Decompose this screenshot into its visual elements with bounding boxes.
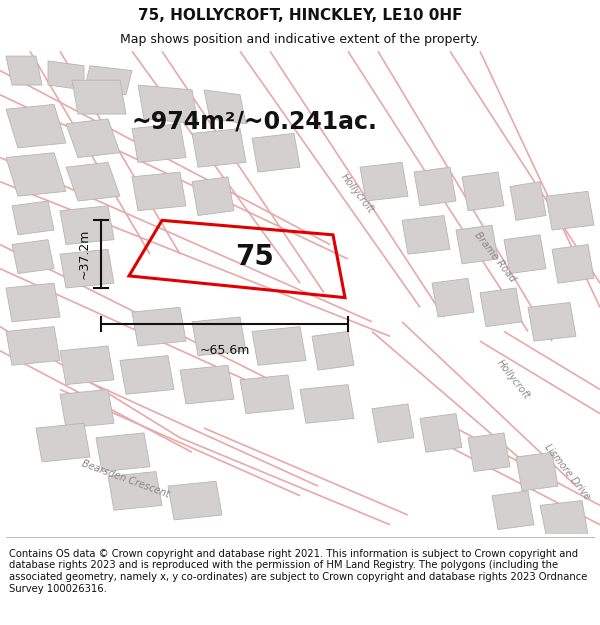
- Text: Map shows position and indicative extent of the property.: Map shows position and indicative extent…: [120, 34, 480, 46]
- Polygon shape: [60, 249, 114, 288]
- Polygon shape: [192, 129, 246, 168]
- Polygon shape: [300, 384, 354, 423]
- Polygon shape: [132, 172, 186, 211]
- Polygon shape: [6, 327, 60, 365]
- Text: Hollycroft: Hollycroft: [494, 358, 532, 401]
- Polygon shape: [180, 365, 234, 404]
- Text: 75, HOLLYCROFT, HINCKLEY, LE10 0HF: 75, HOLLYCROFT, HINCKLEY, LE10 0HF: [138, 8, 462, 23]
- Polygon shape: [420, 414, 462, 452]
- Polygon shape: [360, 162, 408, 201]
- Polygon shape: [6, 283, 60, 322]
- Polygon shape: [12, 201, 54, 235]
- Polygon shape: [468, 433, 510, 472]
- Polygon shape: [6, 104, 66, 148]
- Text: Contains OS data © Crown copyright and database right 2021. This information is : Contains OS data © Crown copyright and d…: [9, 549, 587, 594]
- Polygon shape: [168, 481, 222, 520]
- Polygon shape: [60, 346, 114, 384]
- Polygon shape: [432, 278, 474, 317]
- Polygon shape: [60, 206, 114, 244]
- Polygon shape: [372, 404, 414, 442]
- Polygon shape: [528, 302, 576, 341]
- Polygon shape: [84, 66, 132, 95]
- Polygon shape: [12, 239, 54, 274]
- Polygon shape: [456, 225, 498, 264]
- Polygon shape: [480, 288, 522, 327]
- Text: Brame Road: Brame Road: [472, 230, 518, 284]
- Polygon shape: [60, 389, 114, 428]
- Polygon shape: [510, 182, 546, 221]
- Polygon shape: [6, 152, 66, 196]
- Polygon shape: [192, 317, 246, 356]
- Polygon shape: [252, 327, 306, 365]
- Polygon shape: [132, 308, 186, 346]
- Polygon shape: [504, 235, 546, 274]
- Polygon shape: [48, 61, 84, 90]
- Polygon shape: [414, 168, 456, 206]
- Polygon shape: [540, 501, 588, 534]
- Polygon shape: [462, 172, 504, 211]
- Text: Bearsden Crescent: Bearsden Crescent: [81, 458, 171, 499]
- Polygon shape: [552, 244, 594, 283]
- Polygon shape: [492, 491, 534, 529]
- Polygon shape: [66, 162, 120, 201]
- Polygon shape: [72, 80, 126, 114]
- Text: ~65.6m: ~65.6m: [199, 344, 250, 357]
- Polygon shape: [240, 375, 294, 414]
- Polygon shape: [252, 133, 300, 172]
- Polygon shape: [546, 191, 594, 230]
- Polygon shape: [516, 452, 558, 491]
- Polygon shape: [132, 124, 186, 162]
- Polygon shape: [138, 85, 198, 124]
- Polygon shape: [204, 90, 246, 124]
- Polygon shape: [402, 216, 450, 254]
- Text: 75: 75: [235, 243, 274, 271]
- Polygon shape: [192, 177, 234, 216]
- Polygon shape: [120, 356, 174, 394]
- Text: Hollycroft: Hollycroft: [338, 172, 376, 216]
- Polygon shape: [96, 433, 150, 472]
- Polygon shape: [312, 331, 354, 370]
- Text: ~37.2m: ~37.2m: [77, 229, 91, 279]
- Polygon shape: [6, 56, 42, 85]
- Text: Lismore Drive: Lismore Drive: [542, 442, 592, 501]
- Text: ~974m²/~0.241ac.: ~974m²/~0.241ac.: [132, 109, 378, 133]
- Polygon shape: [66, 119, 120, 158]
- Polygon shape: [108, 472, 162, 510]
- Polygon shape: [36, 423, 90, 462]
